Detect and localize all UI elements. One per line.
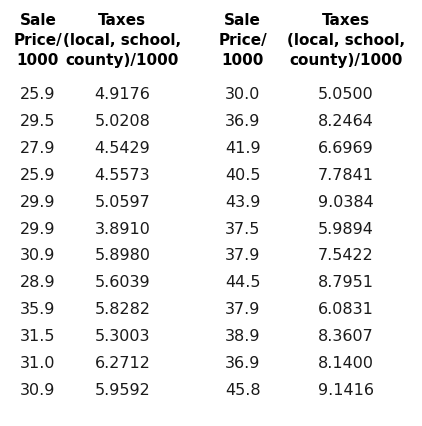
Text: Taxes: Taxes (98, 13, 146, 28)
Text: 5.6039: 5.6039 (95, 275, 150, 290)
Text: 29.9: 29.9 (20, 195, 56, 210)
Text: 4.5429: 4.5429 (95, 141, 150, 156)
Text: 25.9: 25.9 (20, 168, 56, 183)
Text: 5.8980: 5.8980 (95, 248, 150, 263)
Text: county)/1000: county)/1000 (289, 53, 403, 68)
Text: Sale: Sale (19, 13, 57, 28)
Text: Sale: Sale (224, 13, 261, 28)
Text: Price/: Price/ (218, 33, 267, 48)
Text: 8.1400: 8.1400 (318, 356, 374, 371)
Text: 36.9: 36.9 (225, 114, 260, 129)
Text: 31.5: 31.5 (20, 329, 56, 344)
Text: 5.8282: 5.8282 (95, 302, 150, 317)
Text: 41.9: 41.9 (225, 141, 260, 156)
Text: 37.5: 37.5 (225, 222, 260, 236)
Text: 8.3607: 8.3607 (318, 329, 374, 344)
Text: 3.8910: 3.8910 (95, 222, 150, 236)
Text: 29.9: 29.9 (20, 222, 56, 236)
Text: (local, school,: (local, school, (63, 33, 181, 48)
Text: 4.9176: 4.9176 (95, 87, 150, 102)
Text: 1000: 1000 (222, 53, 264, 68)
Text: 5.3003: 5.3003 (95, 329, 150, 344)
Text: 30.0: 30.0 (225, 87, 260, 102)
Text: 27.9: 27.9 (20, 141, 56, 156)
Text: 44.5: 44.5 (225, 275, 260, 290)
Text: 37.9: 37.9 (225, 248, 260, 263)
Text: 36.9: 36.9 (225, 356, 260, 371)
Text: 1000: 1000 (17, 53, 59, 68)
Text: 8.2464: 8.2464 (318, 114, 374, 129)
Text: 6.6969: 6.6969 (318, 141, 374, 156)
Text: 5.0208: 5.0208 (95, 114, 150, 129)
Text: (local, school,: (local, school, (287, 33, 405, 48)
Text: 5.0597: 5.0597 (95, 195, 150, 210)
Text: 37.9: 37.9 (225, 302, 260, 317)
Text: 5.9592: 5.9592 (95, 383, 150, 397)
Text: 38.9: 38.9 (225, 329, 260, 344)
Text: county)/1000: county)/1000 (66, 53, 179, 68)
Text: 31.0: 31.0 (20, 356, 56, 371)
Text: Taxes: Taxes (322, 13, 370, 28)
Text: 5.9894: 5.9894 (318, 222, 374, 236)
Text: 25.9: 25.9 (20, 87, 56, 102)
Text: 30.9: 30.9 (20, 248, 56, 263)
Text: 7.5422: 7.5422 (318, 248, 374, 263)
Text: 7.7841: 7.7841 (318, 168, 374, 183)
Text: 29.5: 29.5 (20, 114, 56, 129)
Text: 9.0384: 9.0384 (318, 195, 374, 210)
Text: 45.8: 45.8 (225, 383, 260, 397)
Text: 35.9: 35.9 (20, 302, 56, 317)
Text: 6.0831: 6.0831 (318, 302, 374, 317)
Text: 9.1416: 9.1416 (318, 383, 374, 397)
Text: 6.2712: 6.2712 (95, 356, 150, 371)
Text: 40.5: 40.5 (225, 168, 260, 183)
Text: 8.7951: 8.7951 (318, 275, 374, 290)
Text: 30.9: 30.9 (20, 383, 56, 397)
Text: 28.9: 28.9 (20, 275, 56, 290)
Text: 4.5573: 4.5573 (95, 168, 150, 183)
Text: 5.0500: 5.0500 (318, 87, 374, 102)
Text: 43.9: 43.9 (225, 195, 260, 210)
Text: Price/: Price/ (14, 33, 62, 48)
